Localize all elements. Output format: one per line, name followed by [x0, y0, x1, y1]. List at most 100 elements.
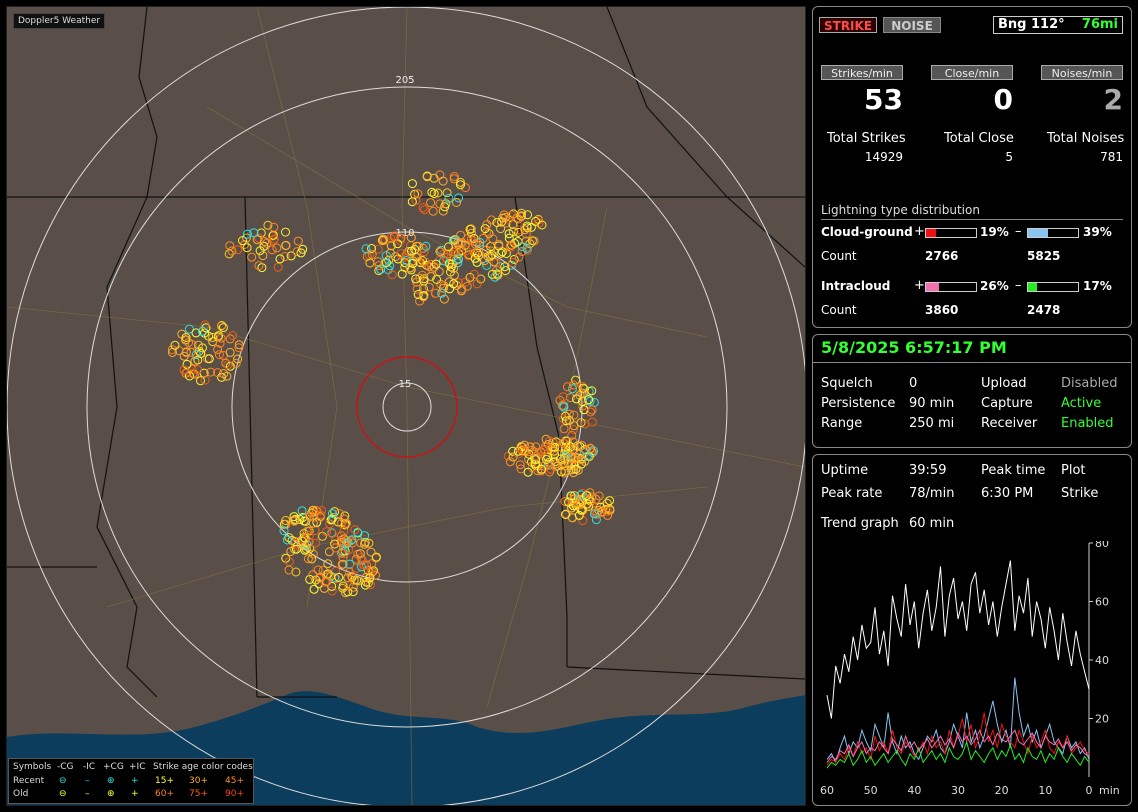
strike-marker [327, 586, 337, 596]
strike-marker [472, 237, 482, 247]
strike-marker [359, 560, 369, 570]
capture-value: Active [1061, 396, 1102, 411]
strike-marker [330, 573, 340, 583]
strike-marker [438, 176, 448, 186]
receiver-value: Enabled [1061, 416, 1114, 431]
strike-marker [493, 270, 503, 280]
strike-marker [472, 279, 482, 289]
strike-marker [396, 249, 406, 259]
strike-marker [341, 535, 351, 545]
strike-marker [200, 320, 210, 330]
legend-recent-label: Recent [13, 776, 45, 786]
strike-marker [516, 212, 526, 222]
old-pos-ic-icon: + [131, 789, 139, 799]
strike-marker [482, 261, 492, 270]
strike-marker [339, 514, 349, 524]
strike-marker [494, 239, 504, 249]
strike-marker [591, 515, 601, 525]
strike-marker [330, 507, 340, 517]
strike-marker [584, 395, 594, 405]
bearing-value: Bng 112° [998, 17, 1065, 32]
strike-marker [522, 243, 532, 253]
y-tick-label: 20 [1095, 713, 1109, 726]
noises-per-min-value: 2 [1103, 83, 1123, 116]
strike-marker [222, 371, 232, 381]
ic-negative-pct: 17% [1083, 279, 1112, 293]
strike-marker [501, 266, 510, 276]
strike-marker [578, 383, 588, 393]
strike-marker [243, 229, 252, 239]
strike-marker [322, 577, 332, 586]
strike-marker [521, 236, 531, 246]
close-per-min-header[interactable]: Close/min [931, 65, 1013, 80]
strike-marker [181, 333, 191, 342]
strike-marker [440, 202, 450, 212]
strike-marker [376, 264, 386, 274]
lightning-map[interactable]: 205 110 15 Doppler5 Weather [6, 6, 806, 806]
strike-marker [439, 256, 448, 266]
cg-positive-pct: 19% [980, 225, 1009, 239]
total-close-value: 5 [1005, 150, 1013, 164]
state-borders [7, 7, 805, 698]
strike-marker [488, 234, 498, 244]
strike-marker [482, 227, 492, 237]
strike-marker [424, 282, 434, 292]
strike-marker [255, 246, 265, 256]
x-tick-label: 30 [951, 784, 965, 797]
strike-marker [247, 252, 257, 262]
strike-marker [508, 446, 518, 456]
plot-value[interactable]: Strike [1061, 486, 1099, 501]
strike-marker [508, 227, 518, 237]
peak-rate-label: Peak rate [821, 486, 883, 501]
recent-pos-ic-icon: + [131, 776, 139, 786]
strike-marker [405, 263, 415, 273]
strike-marker [452, 198, 461, 207]
strike-marker [344, 580, 353, 590]
strike-marker [279, 526, 289, 536]
strike-marker [558, 438, 568, 448]
strike-marker [406, 233, 416, 243]
strike-button[interactable]: STRIKE [819, 17, 877, 33]
strike-marker [363, 578, 373, 588]
strike-marker [385, 261, 395, 271]
strike-marker [223, 360, 233, 370]
strike-marker [225, 241, 235, 251]
strike-marker [227, 246, 237, 256]
strike-marker [461, 183, 470, 193]
ic-positive-bar [925, 282, 977, 292]
strike-marker [216, 321, 226, 331]
trend-value[interactable]: 60 min [909, 516, 955, 531]
strike-marker [437, 288, 447, 298]
strike-marker [194, 346, 204, 356]
strike-marker [305, 574, 315, 584]
strike-marker [537, 220, 547, 230]
strike-marker [348, 582, 358, 592]
strike-marker [393, 254, 403, 264]
strike-marker [290, 516, 299, 526]
noises-per-min-header[interactable]: Noises/min [1041, 65, 1123, 80]
strike-marker [526, 222, 536, 232]
noise-button[interactable]: NOISE [883, 17, 941, 33]
age-60: 60+ [155, 789, 174, 799]
strike-marker [344, 567, 354, 577]
x-tick-label: 50 [864, 784, 878, 797]
strike-marker [302, 526, 312, 536]
strike-marker [533, 461, 543, 471]
strike-marker [366, 547, 376, 557]
strike-marker [340, 548, 350, 558]
squelch-label: Squelch [821, 376, 873, 391]
strike-marker [190, 369, 199, 379]
recent-pos-cg-icon: ⊕ [107, 776, 115, 786]
strike-marker [497, 217, 507, 227]
strikes-per-min-header[interactable]: Strikes/min [821, 65, 903, 80]
ic-plus-sign: + [914, 278, 925, 293]
y-tick-label: 60 [1095, 596, 1109, 609]
strike-marker [295, 514, 305, 524]
strike-marker [218, 323, 228, 333]
uptime-label: Uptime [821, 463, 869, 478]
strike-marker [323, 559, 333, 569]
strike-marker [213, 368, 223, 378]
strike-marker [542, 455, 551, 464]
strike-marker [524, 454, 534, 464]
strike-marker [292, 247, 302, 257]
